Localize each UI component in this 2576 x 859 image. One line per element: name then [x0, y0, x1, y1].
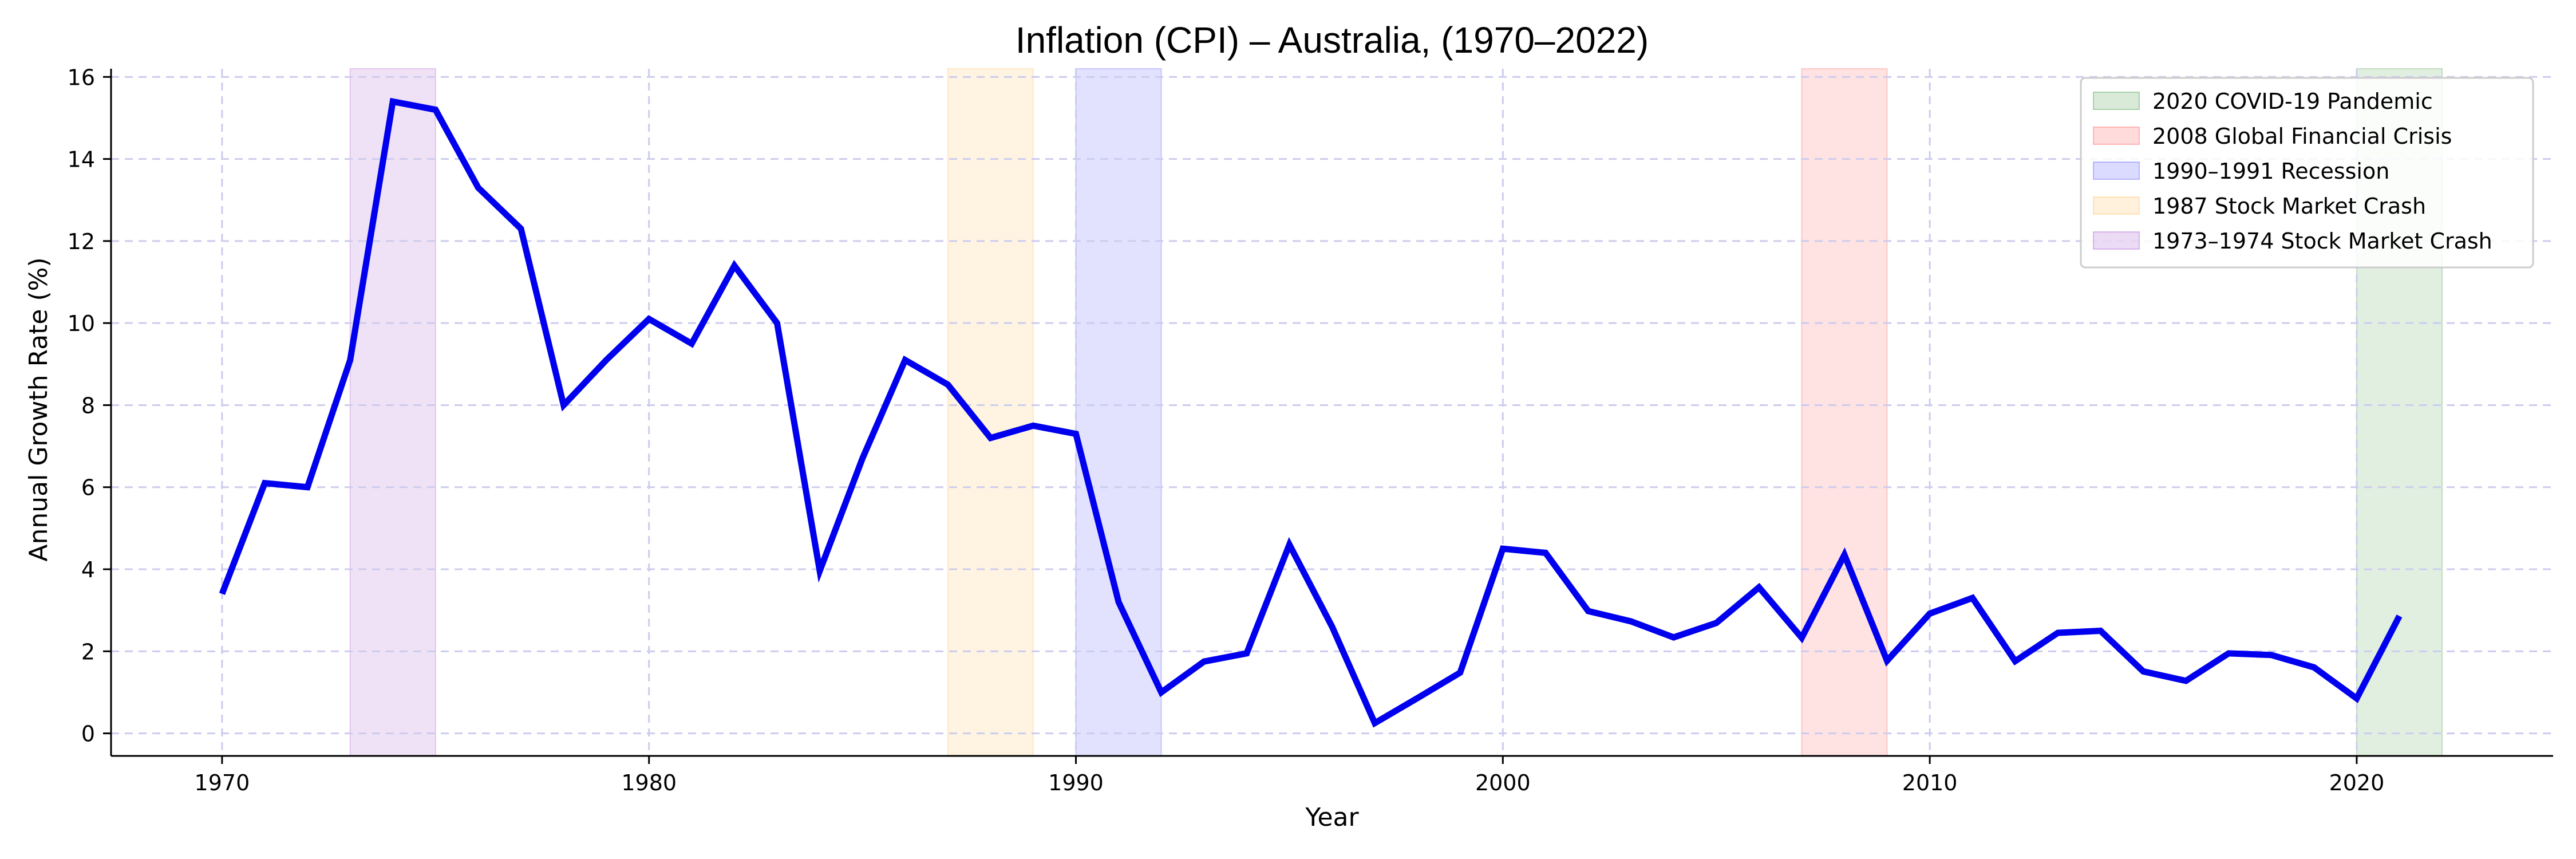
legend-label-2: 1990–1991 Recession [2152, 159, 2389, 184]
x-tick-label: 2010 [1902, 770, 1958, 795]
series-line-0 [219, 97, 2403, 728]
y-tick-label: 4 [81, 557, 95, 582]
legend-swatch-1 [2093, 127, 2140, 145]
y-tick-label: 8 [81, 393, 95, 418]
y-tick-label: 12 [68, 229, 95, 254]
legend-swatch-0 [2093, 92, 2140, 110]
y-tick-label: 10 [68, 311, 95, 336]
legend-swatch-2 [2093, 161, 2140, 180]
x-tick-label: 1980 [621, 770, 677, 795]
y-tick-label: 14 [68, 147, 95, 172]
x-tick-label: 1970 [195, 770, 250, 795]
legend-swatch-4 [2093, 231, 2140, 250]
legend-label-1: 2008 Global Financial Crisis [2152, 124, 2452, 149]
x-tick-label: 2000 [1475, 770, 1531, 795]
x-tick-label: 1990 [1048, 770, 1104, 795]
legend-label-4: 1973–1974 Stock Market Crash [2152, 228, 2492, 254]
series-layer [219, 97, 2403, 728]
y-tick-label: 0 [81, 722, 95, 747]
legend-swatch-3 [2093, 196, 2140, 215]
y-tick-label: 6 [81, 475, 95, 501]
shaded-period-3 [947, 68, 1034, 756]
shaded-period-1 [1801, 68, 1888, 756]
legend-box [2080, 77, 2534, 269]
x-axis-label: Year [1305, 803, 1359, 832]
chart-title: Inflation (CPI) – Australia, (1970–2022) [1016, 19, 1649, 61]
y-ticks: 0 2 4 6 8 10 12 14 16 [68, 65, 111, 747]
y-axis-label: Annual Growth Rate (%) [24, 257, 53, 561]
x-tick-label: 2020 [2329, 770, 2385, 795]
y-tick-label: 16 [68, 65, 95, 90]
legend: 2020 COVID-19 Pandemic 2008 Global Financ… [2080, 77, 2534, 269]
shaded-period-2 [1075, 68, 1162, 756]
axes [110, 69, 2553, 757]
shaded-period-4 [349, 68, 436, 756]
x-ticks: 1970 1980 1990 2000 2010 2020 [195, 756, 2385, 795]
y-tick-label: 2 [81, 639, 95, 664]
legend-label-3: 1987 Stock Market Crash [2152, 194, 2426, 219]
legend-label-0: 2020 COVID-19 Pandemic [2152, 89, 2433, 114]
